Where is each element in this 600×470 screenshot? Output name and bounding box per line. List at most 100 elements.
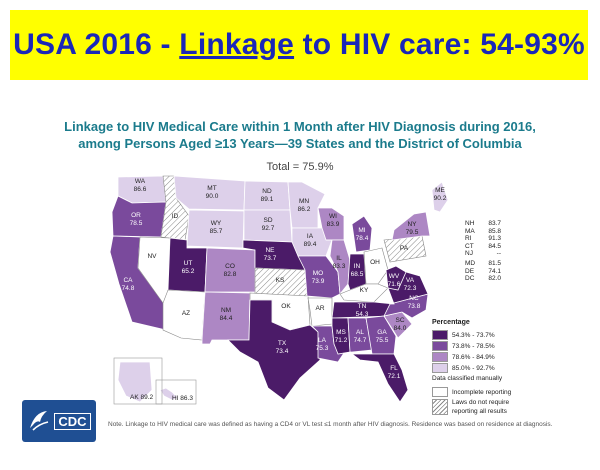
small-state-row-ri: RI 91.3: [465, 235, 501, 243]
legend-label: 78.6% - 84.9%: [452, 353, 495, 361]
state-abbr-ia: IA: [307, 233, 314, 240]
state-abbr-va: VA: [406, 277, 415, 284]
state-value-al: 74.7: [354, 337, 367, 344]
state-value-nm: 84.4: [220, 315, 233, 322]
cdc-logo-text: CDC: [54, 412, 91, 430]
state-abbr-la: LA: [318, 337, 327, 344]
small-state-row-ct: CT 84.5: [465, 243, 501, 251]
small-state-value: 85.8: [488, 227, 501, 235]
state-hi: [159, 387, 179, 401]
small-state-row-nj: NJ --: [465, 250, 501, 258]
state-abbr-wi: WI: [329, 213, 337, 220]
state-abbr-tx: TX: [278, 340, 287, 347]
state-abbr-pa: PA: [400, 245, 409, 252]
small-state-abbr: NH: [465, 220, 475, 227]
small-state-abbr: DE: [465, 267, 475, 275]
state-value-ms: 71.2: [335, 337, 348, 344]
state-value-il: 83.3: [333, 263, 346, 270]
state-value-sc: 84.0: [394, 325, 407, 332]
state-label-ak: AK 89.2: [130, 394, 154, 401]
state-abbr-mo: MO: [313, 270, 323, 277]
legend-manual-note: Data classified manually: [432, 375, 503, 382]
footnote: Note. Linkage to HIV medical care was de…: [108, 421, 553, 428]
state-value-wv: 71.6: [388, 281, 401, 288]
state-abbr-nd: ND: [262, 188, 272, 195]
small-state-abbr: RI: [465, 235, 472, 243]
small-state-value: 82.0: [488, 275, 501, 283]
title-underlined-word: Linkage: [179, 28, 295, 61]
state-label-hi: HI 86.3: [172, 395, 193, 402]
state-mi: [351, 215, 373, 253]
state-abbr-ut: UT: [184, 260, 193, 267]
state-abbr-nv: NV: [147, 253, 157, 260]
small-state-value: 83.7: [488, 220, 501, 227]
state-abbr-al: AL: [356, 329, 364, 336]
state-value-mt: 90.0: [206, 193, 219, 200]
state-oh: [363, 247, 389, 285]
small-state-value: 91.3: [488, 235, 501, 243]
small-states-list: NH 83.7 MA 85.8 RI 91.3 CT 84.5 NJ -- MD 81.5 DE 74.1…: [465, 220, 501, 283]
state-abbr-nc: NC: [409, 295, 419, 302]
state-me: [431, 181, 449, 213]
alaska-inset-frame: [113, 357, 163, 405]
state-abbr-nm: NM: [221, 307, 231, 314]
small-state-row-dc: DC 82.0: [465, 275, 501, 283]
state-abbr-wv: WV: [389, 273, 400, 280]
legend-swatch: [432, 341, 448, 351]
state-value-mi: 78.4: [356, 235, 369, 242]
state-abbr-co: CO: [225, 263, 235, 270]
state-value-wy: 85.7: [210, 228, 223, 235]
state-abbr-ne: NE: [265, 247, 275, 254]
small-state-abbr: DC: [465, 275, 475, 283]
state-value-nd: 89.1: [261, 196, 274, 203]
small-state-row-nh: NH 83.7: [465, 220, 501, 228]
state-co: [204, 247, 256, 293]
state-value-fl: 72.1: [388, 373, 401, 380]
legend: Percentage 54.3% - 73.7% 73.8% - 78.5% 78.…: [432, 318, 582, 417]
small-state-value: 74.1: [488, 267, 501, 275]
title-suffix: to HIV care: 54-93%: [294, 28, 585, 61]
small-state-abbr: MA: [465, 227, 475, 235]
state-value-or: 78.5: [130, 220, 143, 227]
legend-item-1: 54.3% - 73.7%: [432, 330, 582, 340]
state-value-wa: 86.6: [134, 186, 147, 193]
state-value-ny: 79.5: [406, 229, 419, 236]
small-state-row-de: DE 74.1: [465, 268, 501, 276]
state-abbr-mi: MI: [358, 227, 365, 234]
state-mt: [173, 175, 246, 211]
small-state-row-md: MD 81.5: [465, 260, 501, 268]
legend-item-4: 85.0% - 92.7%: [432, 363, 582, 373]
state-abbr-me: ME: [435, 187, 445, 194]
state-abbr-mn: MN: [299, 198, 309, 205]
hhs-eagle-icon: [30, 411, 49, 431]
legend-item-2: 73.8% - 78.5%: [432, 341, 582, 351]
state-mn: [287, 181, 326, 229]
state-ar: [307, 297, 333, 327]
small-state-abbr: MD: [465, 259, 476, 267]
title-prefix: USA 2016 -: [13, 28, 180, 61]
state-abbr-ky: KY: [360, 287, 369, 294]
hawaii-inset-frame: [155, 379, 197, 405]
state-abbr-ks: KS: [276, 277, 285, 284]
state-value-ca: 74.8: [122, 285, 135, 292]
small-state-row-ma: MA 85.8: [465, 228, 501, 236]
state-value-ut: 65.2: [182, 268, 195, 275]
state-value-tn: 54.3: [356, 311, 369, 318]
state-abbr-ga: GA: [377, 329, 387, 336]
legend-hatch-swatch: [432, 399, 448, 415]
map-total: Total = 75.9%: [266, 161, 334, 173]
state-abbr-tn: TN: [358, 303, 367, 310]
map-title-line1: Linkage to HIV Medical Care within 1 Mon…: [64, 119, 536, 134]
state-abbr-ar: AR: [315, 305, 324, 312]
state-abbr-sc: SC: [395, 317, 404, 324]
state-value-va: 72.3: [404, 285, 417, 292]
state-abbr-sd: SD: [263, 217, 272, 224]
state-value-ga: 75.5: [376, 337, 389, 344]
state-abbr-id: ID: [172, 213, 179, 220]
state-value-wi: 83.9: [327, 221, 340, 228]
state-value-co: 82.8: [224, 271, 237, 278]
state-value-in: 68.5: [351, 271, 364, 278]
small-state-value: --: [496, 250, 501, 258]
legend-item-3: 78.6% - 84.9%: [432, 352, 582, 362]
state-abbr-oh: OH: [370, 259, 380, 266]
